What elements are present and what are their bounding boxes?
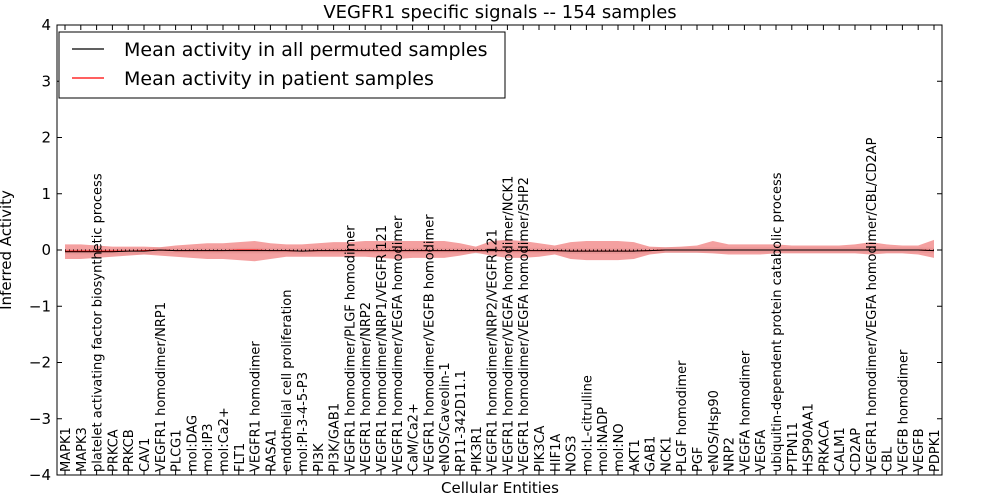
x-tick-label: ubiquitin-dependent protein catabolic pr… <box>770 172 785 472</box>
y-axis-label: Inferred Activity <box>0 190 15 310</box>
x-tick-label: PTPN11 <box>786 422 801 472</box>
x-tick-label: PI3K <box>312 443 327 472</box>
x-tick-label: PGF <box>691 447 706 472</box>
x-tick-label: VEGFA <box>754 430 769 472</box>
x-tick-label: VEGFB <box>912 428 927 472</box>
y-tick-label: −4 <box>29 466 51 484</box>
x-tick-label: PDPK1 <box>928 430 943 473</box>
x-tick-label: CBL <box>881 446 896 472</box>
x-tick-label: platelet activating factor biosynthetic … <box>91 173 106 472</box>
x-tick-label: VEGFR1 homodimer <box>249 341 264 472</box>
x-tick-label: VEGFB homodimer <box>896 349 911 472</box>
x-tick-label: PIK3R1 <box>470 426 485 472</box>
x-tick-label: mol:PI-3-4-5-P3 <box>296 372 311 472</box>
x-tick-label: CALM1 <box>833 427 848 472</box>
x-tick-label: eNOS/Hsp90 <box>707 390 722 472</box>
x-tick-label: mol:Ca2+ <box>217 407 232 472</box>
legend-label-patient: Mean activity in patient samples <box>124 68 434 90</box>
y-tick-label: −1 <box>29 297 51 315</box>
x-tick-label: mol:DAG <box>185 415 200 472</box>
x-tick-label: CD2AP <box>849 428 864 472</box>
plot-area: 4 3 2 1 0 −1 −2 −3 −4 MAPK1 MAPK3 platelet activat… <box>29 16 943 484</box>
x-tick-label: CAV1 <box>138 438 153 472</box>
x-tick-label: mol:NO <box>612 423 627 472</box>
x-tick-label: VEGFR1 homodimer/NRP2/VEGFR121 <box>486 229 501 472</box>
series-lines <box>65 249 935 253</box>
x-axis-ticks <box>64 25 935 475</box>
x-tick-label: NRP2 <box>723 437 738 472</box>
legend-box <box>58 31 506 99</box>
y-tick-label: 0 <box>41 241 51 259</box>
x-tick-label: RASA1 <box>264 429 279 472</box>
x-tick-label: NCK1 <box>659 436 674 472</box>
x-axis-label: Cellular Entities <box>441 479 559 497</box>
legend: Mean activity in all permuted samples Me… <box>58 31 506 99</box>
y-tick-label: 4 <box>41 16 51 34</box>
x-tick-label: VEGFR1 homodimer/VEGFB homodimer <box>422 214 437 472</box>
x-tick-label: PIK3CA <box>533 425 548 472</box>
x-tick-label: FLT1 <box>233 443 248 472</box>
x-tick-label: HIF1A <box>549 434 564 472</box>
x-tick-label: NOS3 <box>565 436 580 472</box>
y-axis: 4 3 2 1 0 −1 −2 −3 −4 <box>29 16 942 484</box>
x-tick-label: mol:L-citrulline <box>580 375 595 472</box>
x-tick-label: VEGFR1 homodimer/VEGFA homodimer/SHP2 <box>517 177 532 472</box>
x-tick-label: GAB1 <box>644 436 659 472</box>
x-axis-tick-labels: MAPK1 MAPK3 platelet activating factor bio… <box>59 137 943 472</box>
x-tick-label: PRKCB <box>122 429 137 472</box>
y-tick-label: 2 <box>41 129 51 147</box>
chart-title: VEGFR1 specific signals -- 154 samples <box>323 2 676 23</box>
x-tick-label: VEGFR1 homodimer/NRP2 <box>359 302 374 472</box>
x-tick-label: PLGF homodimer <box>675 360 690 472</box>
x-tick-label: eNOS/Caveolin-1 <box>438 362 453 472</box>
x-tick-label: VEGFA homodimer <box>738 350 753 472</box>
x-tick-label: PLCG1 <box>170 429 185 472</box>
x-tick-label: endothelial cell proliferation <box>280 290 295 473</box>
x-tick-label: RP11-342D11.1 <box>454 370 469 472</box>
series-line-permuted <box>65 249 935 253</box>
x-tick-label: VEGFR1 homodimer/VEGFA homodimer <box>391 215 406 472</box>
x-tick-label: MAPK3 <box>75 427 90 472</box>
x-tick-label: VEGFR1 homodimer/NRP1 <box>154 302 169 472</box>
x-tick-label: HSP90AA1 <box>802 403 817 472</box>
x-tick-label: PI3K/GAB1 <box>328 403 343 472</box>
x-tick-label: AKT1 <box>628 439 643 472</box>
x-tick-label: VEGFR1 homodimer/PLGF homodimer <box>343 225 358 472</box>
x-tick-label: PRKCA <box>106 429 121 472</box>
x-tick-label: mol:IP3 <box>201 423 216 472</box>
x-tick-label: PRKACA <box>817 420 832 472</box>
x-tick-label: VEGFR1 homodimer/VEGFA homodimer/CBL/CD2… <box>865 137 880 472</box>
x-tick-label: mol:NADP <box>596 407 611 472</box>
y-tick-label: 3 <box>41 72 51 90</box>
x-tick-label: VEGFR1 homodimer/VEGFA homodimer/NCK1 <box>501 176 516 472</box>
x-tick-label: CaM/Ca2+ <box>407 403 422 472</box>
legend-label-permuted: Mean activity in all permuted samples <box>124 39 487 61</box>
y-tick-label: −2 <box>29 354 51 372</box>
x-tick-label: MAPK1 <box>59 427 74 472</box>
x-tick-label: VEGFR1 homodimer/NRP1/VEGFR 121 <box>375 225 390 472</box>
y-tick-label: 1 <box>41 185 51 203</box>
y-tick-label: −3 <box>29 410 51 428</box>
